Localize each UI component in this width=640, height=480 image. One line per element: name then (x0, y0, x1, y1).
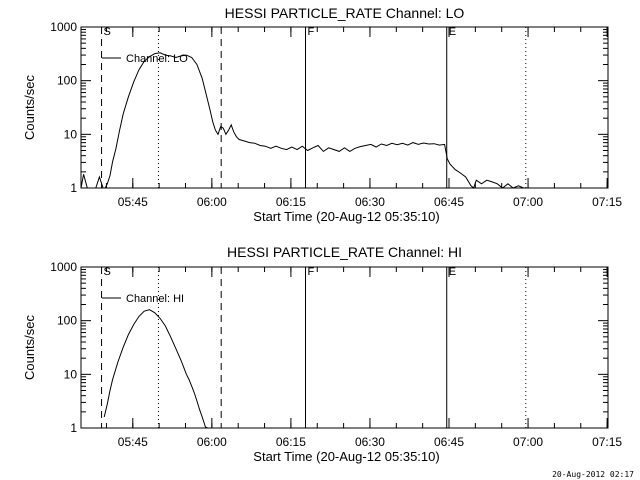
plot-lo-channel: HESSI PARTICLE_RATE Channel: LO 1 10 100 100… (22, 5, 622, 224)
chart-title: HESSI PARTICLE_RATE Channel: HI (227, 244, 462, 260)
x-tick-label: 06:15 (276, 435, 306, 449)
y-tick-label: 100 (57, 314, 77, 328)
event-marker-label: E (449, 26, 456, 38)
x-tick-label: 07:15 (592, 435, 622, 449)
x-tick-label: 06:15 (276, 195, 306, 209)
x-tick-label: 07:15 (592, 195, 622, 209)
y-tick-label: 1 (70, 421, 77, 435)
event-marker-label: E (449, 266, 456, 278)
x-tick-label: 07:00 (513, 195, 543, 209)
y-tick-label: 1 (70, 181, 77, 195)
y-axis-label: Counts/sec (22, 74, 37, 140)
legend-label: Channel: HI (126, 293, 184, 305)
x-tick-label: 06:45 (434, 195, 464, 209)
y-tick-label: 10 (64, 127, 78, 141)
x-tick-label: 06:30 (355, 195, 385, 209)
x-tick-label: 05:45 (118, 195, 148, 209)
y-tick-label: 1000 (50, 20, 77, 34)
x-tick-label: 06:00 (197, 195, 227, 209)
plot-hi-channel: HESSI PARTICLE_RATE Channel: HI 1 10 100 100… (22, 244, 622, 464)
x-axis-label: Start Time (20-Aug-12 05:35:10) (253, 449, 439, 464)
x-axis-label: Start Time (20-Aug-12 05:35:10) (253, 209, 439, 224)
y-tick-label: 1000 (50, 260, 77, 274)
y-axis-label: Counts/sec (22, 314, 37, 380)
y-tick-label: 10 (64, 367, 78, 381)
event-marker-label: S (104, 26, 111, 38)
series-line (80, 52, 524, 189)
series-line (103, 309, 208, 429)
event-marker-label: F (308, 26, 315, 38)
event-marker-label: S (104, 266, 111, 278)
plot-frame (80, 26, 609, 189)
x-tick-label: 06:00 (197, 435, 227, 449)
x-tick-label: 06:30 (355, 435, 385, 449)
x-tick-label: 06:45 (434, 435, 464, 449)
plot-frame (80, 266, 609, 429)
footer-timestamp: 20-Aug-2012 02:17 (552, 470, 634, 479)
x-tick-label: 05:45 (118, 435, 148, 449)
event-marker-label: F (308, 266, 315, 278)
y-tick-label: 100 (57, 74, 77, 88)
legend-label: Channel: LO (126, 53, 188, 65)
x-tick-label: 07:00 (513, 435, 543, 449)
chart-title: HESSI PARTICLE_RATE Channel: LO (225, 5, 465, 21)
